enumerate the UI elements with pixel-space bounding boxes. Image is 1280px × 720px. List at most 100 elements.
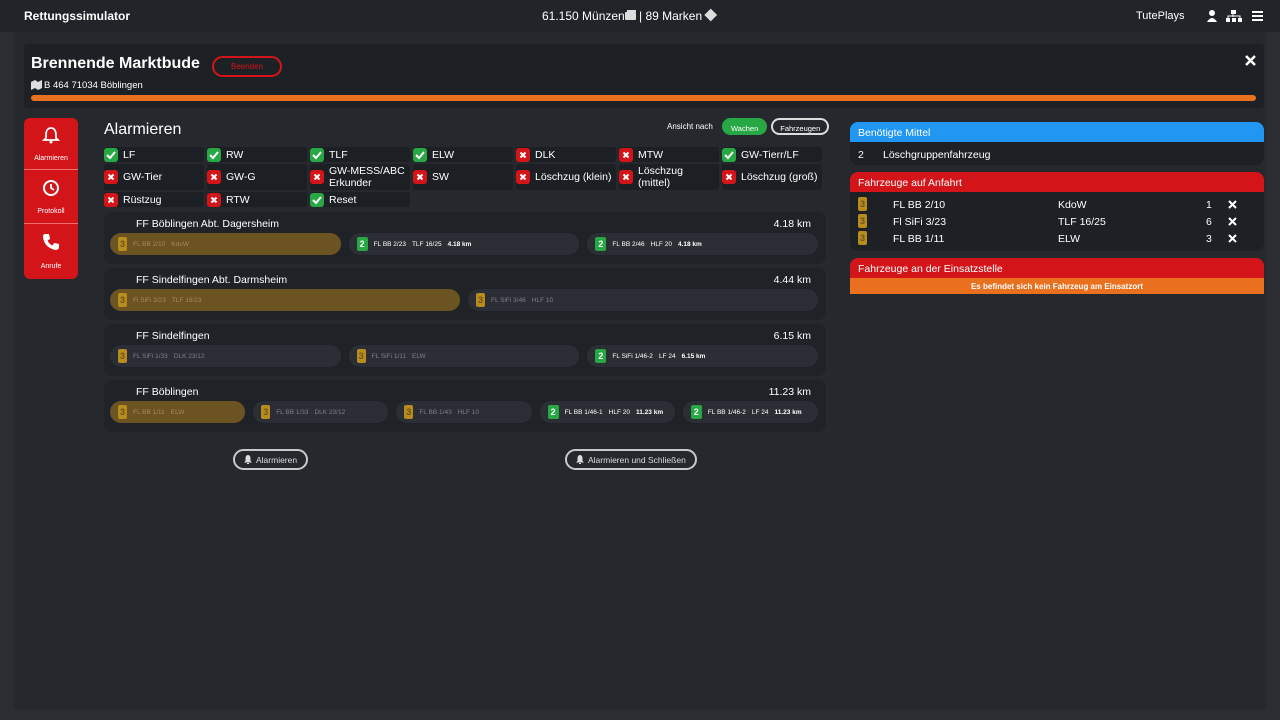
- bell-icon: [576, 455, 584, 464]
- coins-icon: [625, 10, 636, 20]
- vehicle-type: TLF 16/25: [411, 240, 442, 248]
- close-button[interactable]: [1244, 54, 1257, 67]
- bell-icon: [244, 455, 252, 464]
- button-label: Alarmieren: [256, 454, 298, 465]
- status-badge: 3: [118, 405, 127, 419]
- station-distance: 4.18 km: [773, 218, 811, 230]
- status-badge: 2: [547, 405, 559, 419]
- vehicle-name: FL SiFi 1/11: [371, 352, 406, 360]
- vehicle[interactable]: 3 FL SiFi 1/11 ELW: [348, 345, 580, 367]
- tab-alarm[interactable]: Alarmieren: [24, 118, 78, 170]
- vehicle[interactable]: 2 FL BB 1/46-1 HLF 20 11.23 km: [539, 401, 675, 423]
- requirement-label: GW-MESS/ABC Erkunder: [329, 165, 405, 189]
- tab-protocol[interactable]: Protokoll: [24, 171, 78, 224]
- view-option[interactable]: Fahrzeugen: [771, 118, 830, 135]
- end-button[interactable]: Beenden: [212, 56, 282, 77]
- view-option[interactable]: Wachen: [722, 118, 768, 135]
- requirement[interactable]: MTW: [619, 147, 719, 162]
- vehicle-name: Fl SiFi 3/23: [133, 296, 166, 304]
- vehicle-type: HLF 20: [608, 408, 630, 416]
- remove-button[interactable]: [1228, 234, 1237, 243]
- address: B 464 71034 Böblingen: [44, 80, 143, 91]
- vehicle-type: DLK 23/12: [173, 352, 205, 360]
- vehicle[interactable]: 2 FL SiFi 1/46-2 LF 24 6.15 km: [587, 345, 819, 367]
- requirement-label: ELW: [432, 148, 454, 161]
- vehicle[interactable]: 3 FL BB 2/10 KdoW: [110, 233, 341, 255]
- status-badge: 3: [858, 197, 867, 211]
- requirement-label: Löschzug (groß): [741, 171, 818, 183]
- requirement[interactable]: ELW: [413, 147, 513, 162]
- cross-icon: [722, 170, 736, 184]
- alarm-button[interactable]: Alarmieren: [233, 449, 309, 470]
- vehicle[interactable]: 3 FL SiFi 3/46 HLF 10: [468, 289, 818, 311]
- vehicle-distance: 6.15 km: [681, 352, 706, 360]
- cross-icon: [619, 170, 633, 184]
- alarm-button[interactable]: Alarmieren und Schließen: [565, 449, 697, 470]
- vehicle[interactable]: 3 Fl SiFi 3/23 TLF 16/23: [110, 289, 460, 311]
- station: FF Sindelfingen 6.15 km 3 FL SiFi 1/33 DLK 2…: [104, 324, 826, 376]
- status-badge: 3: [476, 293, 485, 307]
- app-title[interactable]: Rettungssimulator: [24, 9, 131, 23]
- requirement[interactable]: LF: [104, 147, 204, 162]
- alarm-heading: Alarmieren: [104, 121, 182, 138]
- requirement[interactable]: Löschzug (mittel): [619, 164, 719, 190]
- tab-calls[interactable]: Anrufe: [24, 225, 78, 279]
- requirement-label: RW: [226, 148, 244, 161]
- requirement[interactable]: RTW: [207, 192, 307, 207]
- vehicle[interactable]: 2 FL BB 2/46 HLF 20 4.18 km: [587, 233, 819, 255]
- top-bar: Rettungssimulator 61.150 Münzen | 89 Mar…: [0, 0, 1280, 32]
- tokens-icon: [704, 8, 717, 22]
- requirement-label: TLF: [329, 148, 348, 161]
- requirement[interactable]: SW: [413, 164, 513, 190]
- vehicle[interactable]: 2 FL BB 2/23 TLF 16/25 4.18 km: [348, 233, 580, 255]
- station-distance: 6.15 km: [773, 330, 811, 342]
- requirement[interactable]: Reset: [310, 192, 410, 207]
- requirement[interactable]: GW-Tierr/LF: [722, 147, 822, 162]
- station-name: FF Böblingen Abt. Dagersheim: [136, 218, 279, 230]
- vehicle-count: 6: [1206, 216, 1212, 228]
- requirement[interactable]: Löschzug (klein): [516, 164, 616, 190]
- station: FF Böblingen 11.23 km 3 FL BB 1/11 ELW 3 FL BB…: [104, 380, 826, 432]
- remove-button[interactable]: [1228, 200, 1237, 209]
- requirement[interactable]: Rüstzug: [104, 192, 204, 207]
- cross-icon: [207, 192, 221, 207]
- vehicle[interactable]: 3 FL BB 1/11 ELW: [110, 401, 246, 423]
- requirement[interactable]: GW-G: [207, 164, 307, 190]
- section-title: Benötigte Mittel: [850, 122, 1264, 142]
- requirement[interactable]: Löschzug (groß): [722, 164, 822, 190]
- requirement[interactable]: GW-Tier: [104, 164, 204, 190]
- requirement-label: SW: [432, 171, 449, 183]
- requirement-label: Löschzug (klein): [535, 171, 612, 183]
- vehicle-name: FL BB 1/33: [276, 408, 309, 416]
- status-badge: 2: [356, 237, 368, 251]
- vehicle[interactable]: 2 FL BB 1/46-2 LF 24 11.23 km: [682, 401, 819, 423]
- bell-icon: [42, 127, 60, 144]
- cross-icon: [207, 170, 221, 184]
- requirement[interactable]: DLK: [516, 147, 616, 162]
- remove-button[interactable]: [1228, 217, 1237, 226]
- vehicle-type: HLF 10: [457, 408, 480, 416]
- vehicle-name: FL BB 1/46-2: [707, 408, 746, 416]
- requirement[interactable]: RW: [207, 147, 307, 162]
- cross-icon: [516, 170, 530, 184]
- tab-label: Anrufe: [40, 263, 62, 270]
- username[interactable]: TutePlays: [1136, 10, 1185, 22]
- requirement[interactable]: TLF: [310, 147, 410, 162]
- section-title: Fahrzeuge auf Anfahrt: [850, 172, 1264, 192]
- vehicle-type: KdoW: [171, 240, 189, 248]
- requirement-label: DLK: [535, 148, 556, 161]
- vehicle-row: 3 FL BB 1/11 ELW 3 FL BB 1/33 DLK 23/12 3 FL BB…: [110, 401, 819, 423]
- vehicle[interactable]: 3 FL BB 1/33 DLK 23/12: [253, 401, 389, 423]
- vehicle-name: FL SiFi 3/46: [491, 296, 526, 304]
- station-name: FF Sindelfingen Abt. Darmsheim: [136, 274, 288, 286]
- requirement[interactable]: GW-MESS/ABC Erkunder: [310, 164, 410, 190]
- vehicle-name: FL BB 2/23: [373, 240, 406, 248]
- vehicle-type: LF 24: [751, 408, 769, 416]
- vehicle-row: 3 FL SiFi 1/33 DLK 23/12 3 FL SiFi 1/11 ELW 2 F…: [110, 345, 819, 367]
- nav-icons[interactable]: [1205, 9, 1265, 23]
- vehicle[interactable]: 3 FL SiFi 1/33 DLK 23/12: [110, 345, 341, 367]
- vehicle-name: FL SiFi 1/33: [133, 352, 168, 360]
- needed-label: Löschgruppenfahrzeug: [883, 149, 991, 161]
- requirement-label: MTW: [638, 148, 664, 161]
- vehicle[interactable]: 3 FL BB 1/43 HLF 10: [396, 401, 532, 423]
